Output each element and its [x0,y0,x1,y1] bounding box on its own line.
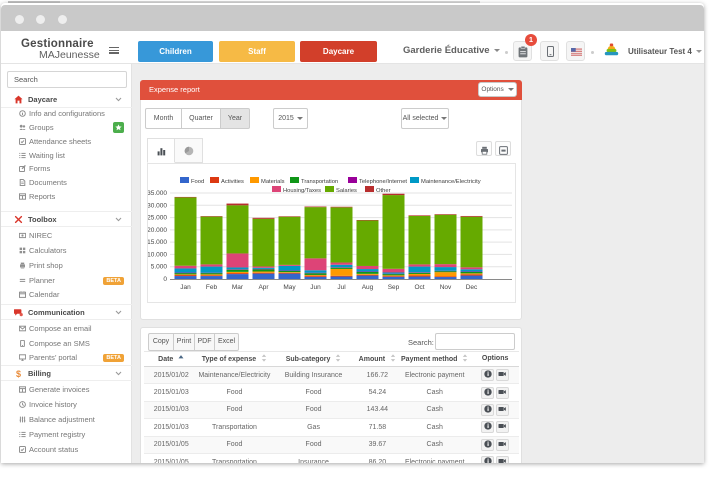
svg-text:Activities: Activities [221,179,244,185]
svg-text:Housing/Taxes: Housing/Taxes [283,188,321,194]
svg-text:10.000: 10.000 [148,251,167,258]
svg-text:Dec: Dec [466,284,478,291]
svg-text:Nov: Nov [440,284,452,291]
svg-text:Jan: Jan [180,284,191,291]
svg-text:Jun: Jun [310,284,321,291]
svg-text:May: May [283,284,296,291]
svg-text:$: $ [16,369,21,378]
svg-text:Materials: Materials [261,179,285,185]
svg-text:Sep: Sep [388,284,400,291]
svg-text:Feb: Feb [206,284,218,291]
svg-text:Transportation: Transportation [301,179,338,185]
svg-text:Aug: Aug [362,284,374,291]
svg-text:Food: Food [191,179,204,185]
svg-text:35.000: 35.000 [148,190,167,197]
svg-text:Mar: Mar [232,284,244,291]
svg-text:Telephone/Internet: Telephone/Internet [359,179,407,185]
svg-text:Oct: Oct [414,284,424,291]
svg-text:Apr: Apr [258,284,269,291]
svg-text:Jul: Jul [337,284,346,291]
svg-text:30.000: 30.000 [148,202,167,209]
svg-text:5.000: 5.000 [151,264,168,271]
svg-text:25.000: 25.000 [148,215,167,222]
svg-text:Salaries: Salaries [336,188,357,194]
svg-text:15.000: 15.000 [148,239,167,246]
svg-text:Other: Other [376,188,391,194]
svg-text:20.000: 20.000 [148,227,167,234]
svg-text:0: 0 [163,276,167,283]
svg-text:Maintenance/Electricity: Maintenance/Electricity [421,179,481,185]
